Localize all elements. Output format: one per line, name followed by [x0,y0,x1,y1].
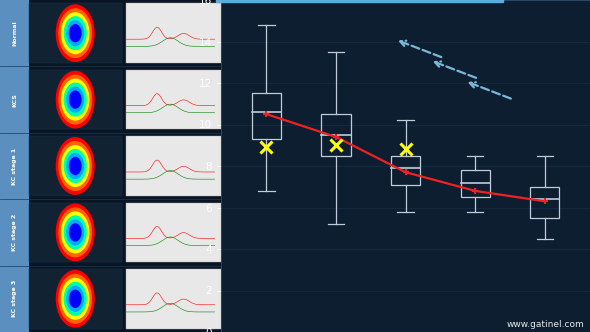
Bar [29,136,122,196]
Circle shape [67,154,84,178]
Bar [0,0,29,66]
Bar [126,136,221,196]
Circle shape [70,157,81,175]
Circle shape [70,290,81,307]
Bar [530,187,559,218]
Circle shape [62,13,88,53]
Circle shape [67,87,84,112]
Circle shape [67,220,84,245]
Circle shape [62,212,88,253]
Bar [322,114,350,156]
Bar [29,203,122,262]
Bar [29,269,122,329]
Bar [29,70,122,129]
Circle shape [62,146,88,186]
Text: KC stage 2: KC stage 2 [12,214,17,251]
Bar [126,203,221,262]
Text: KC stage 3: KC stage 3 [12,280,17,317]
Bar [461,170,490,197]
Circle shape [64,83,86,116]
Circle shape [59,75,91,124]
Circle shape [57,5,94,61]
Bar [0,66,29,133]
Circle shape [59,142,91,190]
Bar [126,269,221,329]
Text: Normal: Normal [12,20,17,46]
Text: KC stage 1: KC stage 1 [12,147,17,185]
Bar [126,3,221,63]
Circle shape [70,91,81,108]
Text: KCS: KCS [12,93,17,107]
Circle shape [67,21,84,45]
Circle shape [64,17,86,49]
Circle shape [57,271,94,327]
Circle shape [57,138,94,194]
Bar [0,199,29,266]
Bar [0,133,29,199]
Circle shape [57,71,94,128]
Circle shape [70,25,81,42]
Circle shape [57,204,94,261]
Circle shape [59,9,91,57]
Circle shape [62,79,88,120]
Text: www.gatinel.com: www.gatinel.com [506,320,584,329]
Circle shape [70,224,81,241]
Circle shape [62,279,88,319]
Circle shape [59,275,91,323]
Bar [252,93,281,139]
Bar [126,70,221,129]
Circle shape [64,150,86,182]
Circle shape [64,216,86,249]
Bar [391,156,420,185]
Circle shape [64,283,86,315]
Bar [29,3,122,63]
Bar [0,266,29,332]
Circle shape [67,287,84,311]
Circle shape [59,208,91,257]
